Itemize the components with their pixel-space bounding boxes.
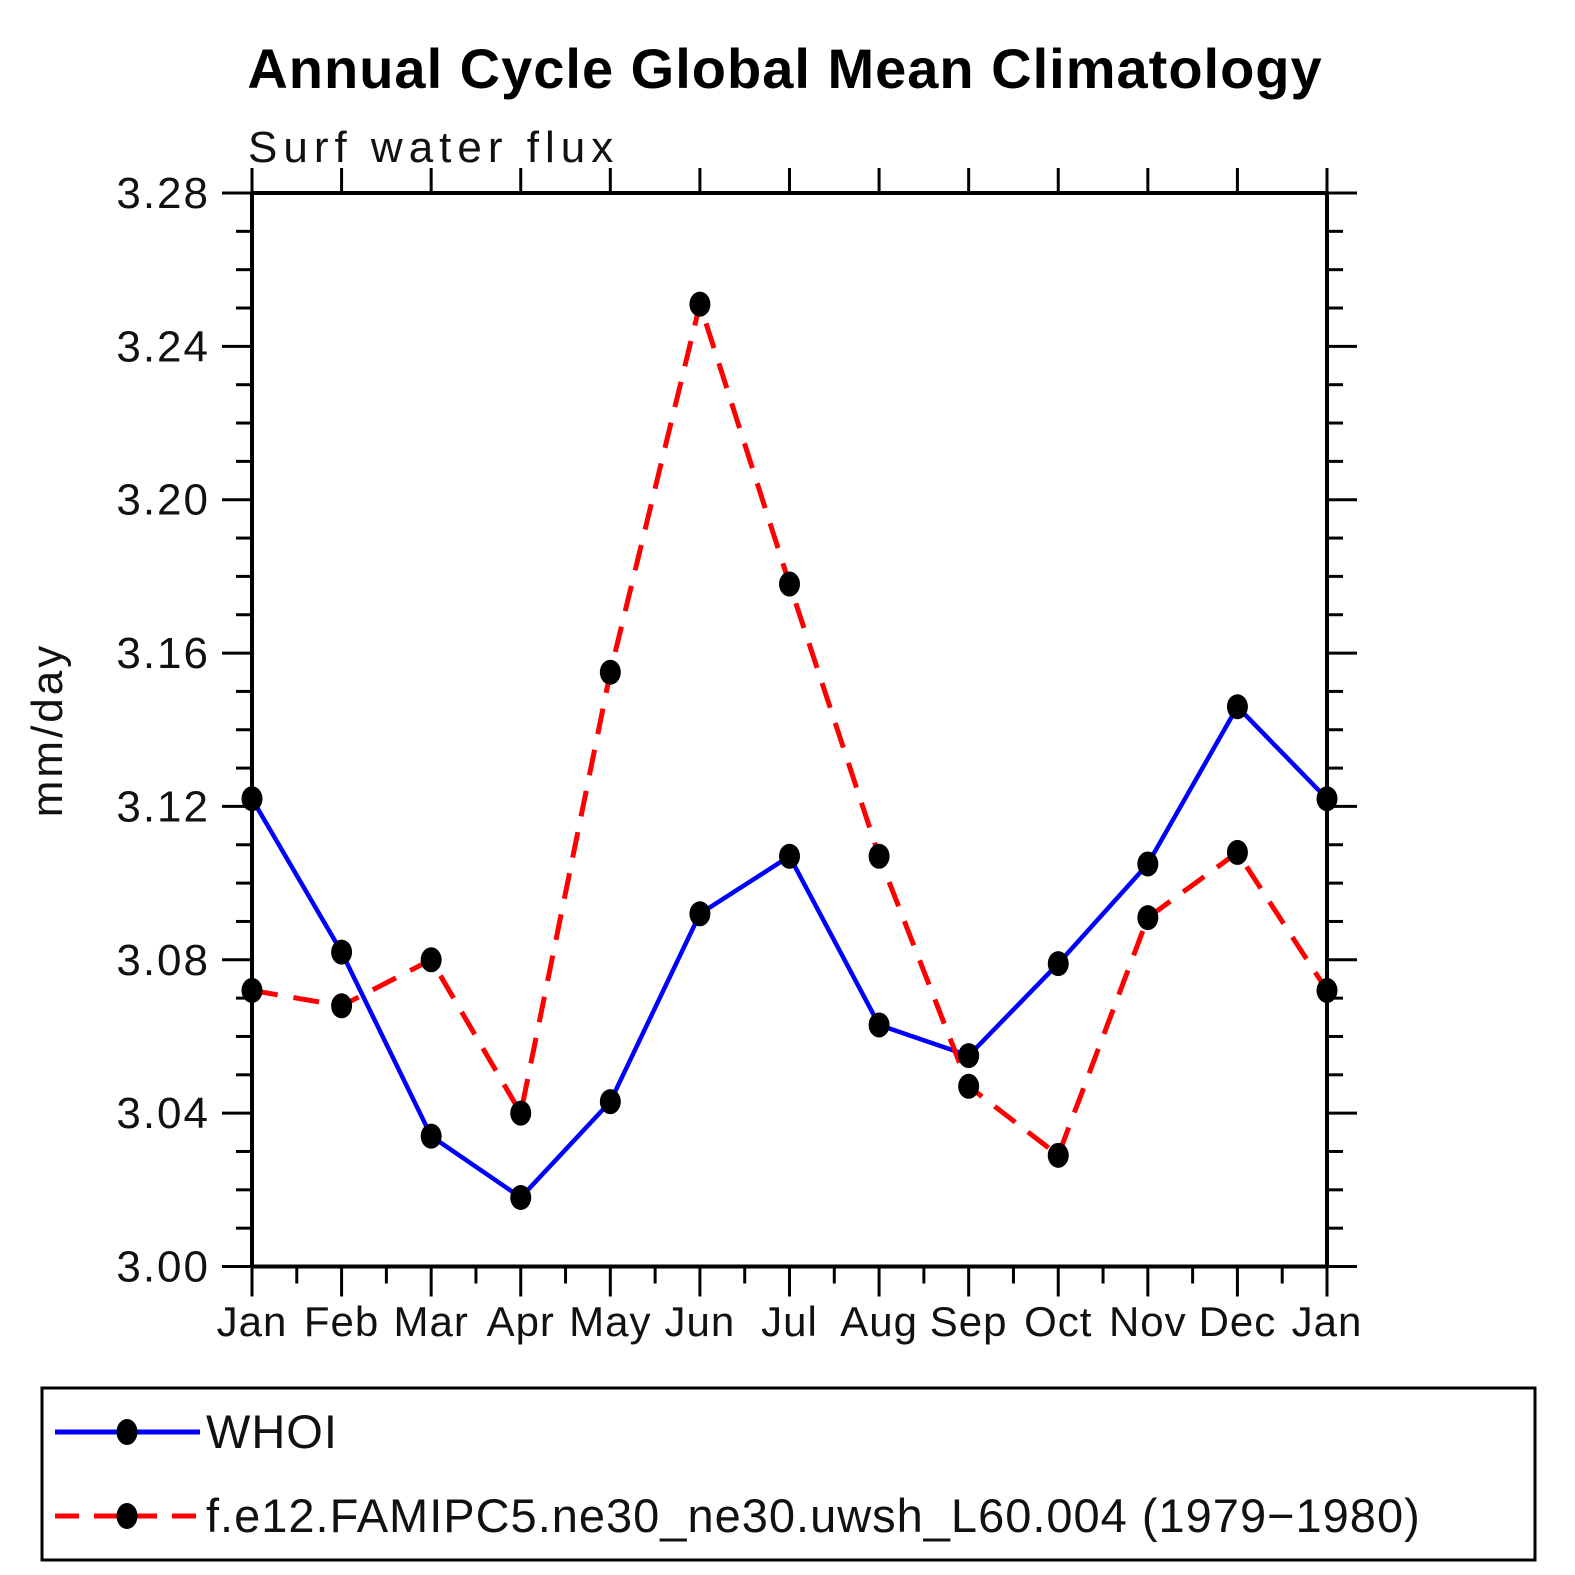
x-tick-label: Apr (487, 1298, 555, 1345)
y-axis-label: mm/day (23, 643, 72, 817)
data-point-marker (689, 901, 711, 927)
data-point-marker (1137, 851, 1159, 877)
data-point-marker (510, 1100, 532, 1126)
data-point-marker (331, 993, 353, 1019)
y-tick-label: 3.04 (116, 1089, 210, 1138)
data-point-marker (241, 786, 263, 812)
x-tick-label: May (569, 1298, 651, 1345)
chart-subtitle: Surf water flux (248, 123, 619, 172)
data-point-marker (958, 1073, 980, 1099)
series-line-0 (250, 703, 1329, 1201)
data-point-marker (1047, 951, 1069, 977)
data-point-marker (779, 843, 800, 869)
y-tick-label: 3.24 (116, 322, 210, 371)
y-tick-label: 3.12 (116, 782, 210, 831)
data-point-marker (1226, 694, 1248, 720)
x-tick-label: Nov (1109, 1298, 1187, 1345)
data-point-marker (868, 843, 890, 869)
data-markers (241, 291, 1338, 1210)
data-point-marker (420, 1123, 442, 1149)
legend-marker-dot (116, 1503, 138, 1529)
x-tick-label: Jul (761, 1298, 818, 1345)
data-point-marker (510, 1184, 532, 1210)
data-point-marker (420, 947, 442, 973)
legend-border (40, 1386, 1537, 1562)
data-point-marker (331, 939, 353, 965)
data-series (250, 294, 1330, 1201)
x-tick-label: Oct (1024, 1298, 1092, 1345)
legend-item-whoi: WHOI (55, 1405, 338, 1458)
x-tick-label: Dec (1199, 1298, 1277, 1345)
data-point-marker (1047, 1142, 1069, 1168)
data-point-marker (241, 977, 263, 1003)
x-tick-label: Aug (840, 1298, 918, 1345)
data-point-marker (868, 1012, 890, 1038)
x-tick-label: Jan (1292, 1298, 1363, 1345)
y-tick-label: 3.28 (116, 169, 210, 218)
legend-marker-dot (116, 1419, 138, 1445)
x-tick-label: Feb (304, 1298, 379, 1345)
data-point-marker (1316, 786, 1338, 812)
data-point-marker (599, 1089, 621, 1115)
x-tick-label: Jan (217, 1298, 288, 1345)
y-tick-label: 3.00 (116, 1243, 210, 1292)
series-line-1 (251, 294, 1330, 1160)
x-tick-label: Jun (665, 1298, 736, 1345)
legend-label-model: f.e12.FAMIPC5.ne30_ne30.uwsh_L60.004 (19… (206, 1489, 1421, 1542)
data-point-marker (1137, 905, 1159, 931)
legend-item-model: f.e12.FAMIPC5.ne30_ne30.uwsh_L60.004 (19… (55, 1489, 1421, 1542)
legend-label-whoi: WHOI (206, 1405, 338, 1458)
data-point-marker (689, 291, 711, 317)
x-tick-label: Mar (393, 1298, 468, 1345)
x-tick-label: Sep (930, 1298, 1008, 1345)
data-point-marker (779, 571, 800, 597)
data-point-marker (599, 659, 621, 685)
legend: WHOI f.e12.FAMIPC5.ne30_ne30.uwsh_L60.00… (40, 1386, 1537, 1562)
axes: 3.00 3.04 3.08 3.12 3.16 3.20 3.24 3.28 Jan Feb Ma… (116, 168, 1363, 1345)
y-tick-label: 3.08 (116, 936, 210, 985)
data-point-marker (1226, 839, 1248, 865)
y-tick-label: 3.16 (116, 629, 210, 678)
y-tick-label: 3.20 (116, 476, 210, 525)
data-point-marker (958, 1043, 980, 1069)
data-point-marker (1316, 977, 1338, 1003)
chart-title: Annual Cycle Global Mean Climatology (247, 37, 1322, 100)
